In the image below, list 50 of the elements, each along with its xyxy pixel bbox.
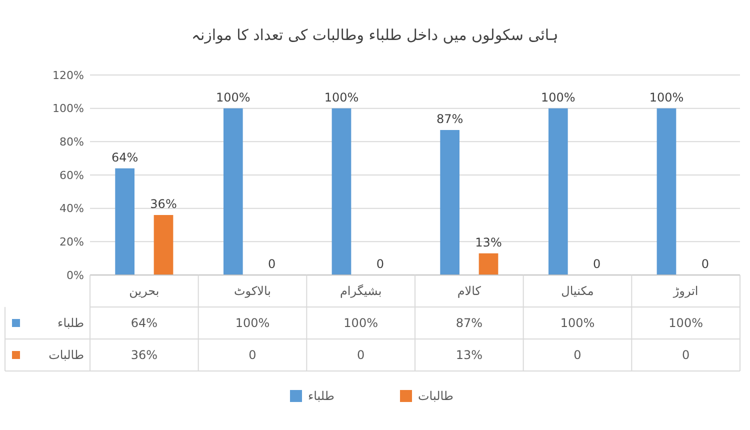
chart-title: ہائی سکولوں میں داخل طلباء وطالبات کی تعداد کا موازنہ	[191, 26, 559, 44]
data-label: 0	[574, 348, 582, 362]
data-label: 100%	[344, 316, 378, 330]
bar	[223, 108, 243, 275]
y-tick-label: 80%	[60, 136, 84, 149]
text: 100%	[324, 90, 359, 104]
data-label: 100%	[560, 316, 595, 330]
y-tick-label: 0%	[66, 268, 84, 282]
data-label: 36%	[130, 348, 158, 362]
data-label: 87%	[456, 316, 483, 330]
text: 87%	[436, 112, 464, 126]
bar	[154, 215, 174, 275]
text: 100%	[649, 90, 684, 104]
data-label: 100%	[235, 316, 270, 330]
text: 100%	[216, 90, 250, 104]
text: 13%	[475, 235, 502, 250]
y-tick-label: 40%	[60, 202, 84, 216]
data-label: 0	[357, 348, 365, 362]
x-tick-label: اتروڑ	[672, 284, 698, 298]
x-tick-label: مکنیال	[561, 284, 594, 298]
bar	[478, 253, 498, 275]
bar	[115, 168, 134, 275]
y-tick-label: 100%	[52, 102, 84, 116]
legend-label: طالبات	[48, 348, 84, 362]
bar	[548, 108, 568, 275]
y-tick-label: 60%	[60, 168, 84, 182]
legend-label: طلباء	[308, 389, 334, 404]
text: 64%	[111, 150, 138, 164]
data-label: 100%	[668, 316, 703, 330]
x-tick-label: بشیگرام	[340, 284, 382, 298]
text: 100%	[541, 90, 576, 104]
data-label: 0	[682, 348, 690, 362]
text: 0	[376, 257, 384, 271]
text: 0	[268, 257, 276, 271]
x-tick-label: کالام	[457, 284, 482, 298]
text: 36%	[150, 197, 177, 211]
data-label: 64%	[130, 316, 158, 330]
x-tick-label: بحرین	[129, 284, 160, 298]
text: 0	[593, 257, 601, 271]
bar	[332, 108, 352, 275]
data-label: 13%	[456, 348, 483, 362]
text: 0	[701, 257, 709, 271]
text: طلباء	[58, 316, 84, 330]
y-tick-label: 20%	[60, 236, 84, 249]
data-label: 0	[248, 348, 256, 362]
x-tick-label: بالاکوٹ	[234, 284, 272, 298]
text: طالبات	[418, 389, 454, 404]
bar	[656, 108, 676, 275]
y-tick-label: 120%	[52, 68, 84, 82]
bar	[440, 130, 460, 275]
